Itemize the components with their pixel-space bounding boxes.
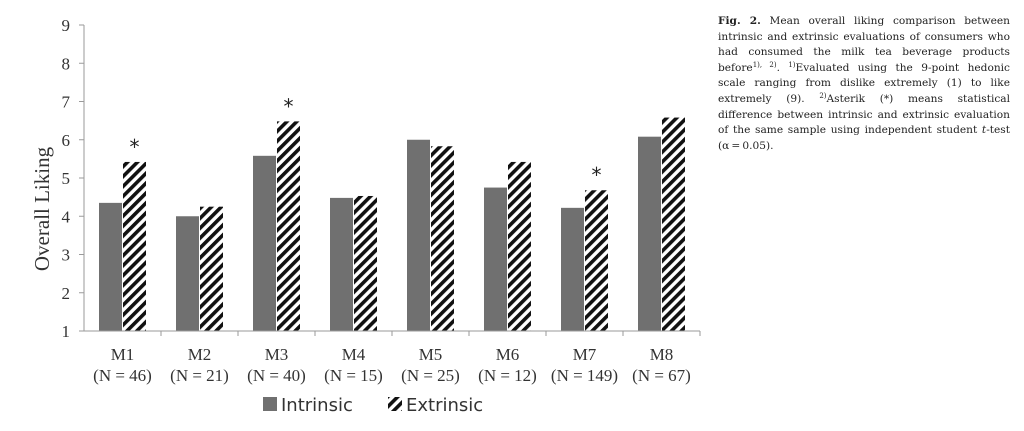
legend-swatch-intrinsic	[263, 397, 277, 411]
caption-text-1: Mean overall liking comparison between i…	[718, 15, 1010, 74]
bar-extrinsic-m2	[200, 206, 223, 331]
figure-caption: Fig. 2. Mean overall liking comparison b…	[718, 14, 1010, 154]
y-axis-label: Overall Liking	[30, 146, 54, 271]
x-tick-label: M8	[650, 345, 674, 364]
legend-label-extrinsic: Extrinsic	[406, 395, 483, 416]
x-tick-label: M4	[342, 345, 366, 364]
bar-extrinsic-m5	[431, 146, 454, 331]
bar-intrinsic-m6	[484, 187, 507, 331]
caption-text-2: .	[776, 61, 789, 74]
x-sample-size-label: (N = 67)	[632, 366, 691, 385]
y-tick-label: 9	[62, 16, 71, 35]
x-sample-size-label: (N = 46)	[93, 366, 152, 385]
y-tick-label: 6	[62, 131, 71, 150]
legend: Intrinsic Extrinsic	[263, 395, 483, 416]
x-tick-label: M5	[419, 345, 443, 364]
x-sample-size-label: (N = 12)	[478, 366, 537, 385]
x-sample-size-label: (N = 149)	[551, 366, 618, 385]
caption-text-4: Asterik (*) means sta­tistical differenc…	[718, 92, 1010, 137]
bar-intrinsic-m5	[407, 139, 430, 331]
significance-asterisk: *	[284, 94, 294, 118]
significance-asterisk: *	[592, 163, 602, 187]
x-tick-label: M7	[573, 345, 597, 364]
caption-label: Fig. 2.	[718, 15, 761, 27]
x-sample-size-label: (N = 25)	[401, 366, 460, 385]
x-tick-label: M2	[188, 345, 212, 364]
x-sample-size-label: (N = 15)	[324, 366, 383, 385]
bar-intrinsic-m7	[561, 207, 584, 331]
x-sample-size-label: (N = 40)	[247, 366, 306, 385]
y-tick-label: 1	[62, 322, 71, 341]
bar-intrinsic-m3	[253, 155, 276, 331]
bar-extrinsic-m1	[123, 161, 146, 331]
x-tick-label: M1	[111, 345, 135, 364]
y-tick-label: 8	[62, 54, 71, 73]
x-sample-size-label: (N = 21)	[170, 366, 229, 385]
bar-extrinsic-m6	[508, 161, 531, 331]
caption-text-3: Evaluated using the 9-point hedonic scal…	[718, 61, 1010, 105]
caption-sup-1: 1), 2)	[752, 60, 777, 69]
y-tick-label: 2	[62, 284, 71, 303]
bar-intrinsic-m1	[99, 202, 122, 331]
caption-italic-t: t	[981, 124, 987, 137]
bar-intrinsic-m2	[176, 216, 199, 331]
caption-text-5: -test (α = 0.05).	[718, 124, 1010, 152]
bar-intrinsic-m8	[638, 136, 661, 331]
legend-label-intrinsic: Intrinsic	[281, 395, 353, 416]
y-tick-label: 5	[62, 169, 71, 188]
bar-extrinsic-m3	[277, 121, 300, 331]
y-tick-label: 4	[62, 207, 71, 226]
caption-sup-3: 2)	[819, 91, 827, 100]
bar-extrinsic-m7	[585, 190, 608, 331]
bar-extrinsic-m8	[662, 117, 685, 331]
x-tick-label: M3	[265, 345, 289, 364]
bar-extrinsic-m4	[354, 195, 377, 331]
y-tick-label: 3	[62, 246, 71, 265]
bar-intrinsic-m4	[330, 197, 353, 331]
significance-asterisk: *	[130, 135, 140, 159]
caption-sup-2: 1)	[788, 60, 796, 69]
legend-swatch-extrinsic	[388, 397, 402, 411]
y-tick-label: 7	[62, 93, 71, 112]
bar-chart: Overall Liking 1 2 3 4 5 6 7 8 9 M1 (N = 46) M2 (N …	[30, 16, 701, 416]
x-tick-label: M6	[496, 345, 520, 364]
